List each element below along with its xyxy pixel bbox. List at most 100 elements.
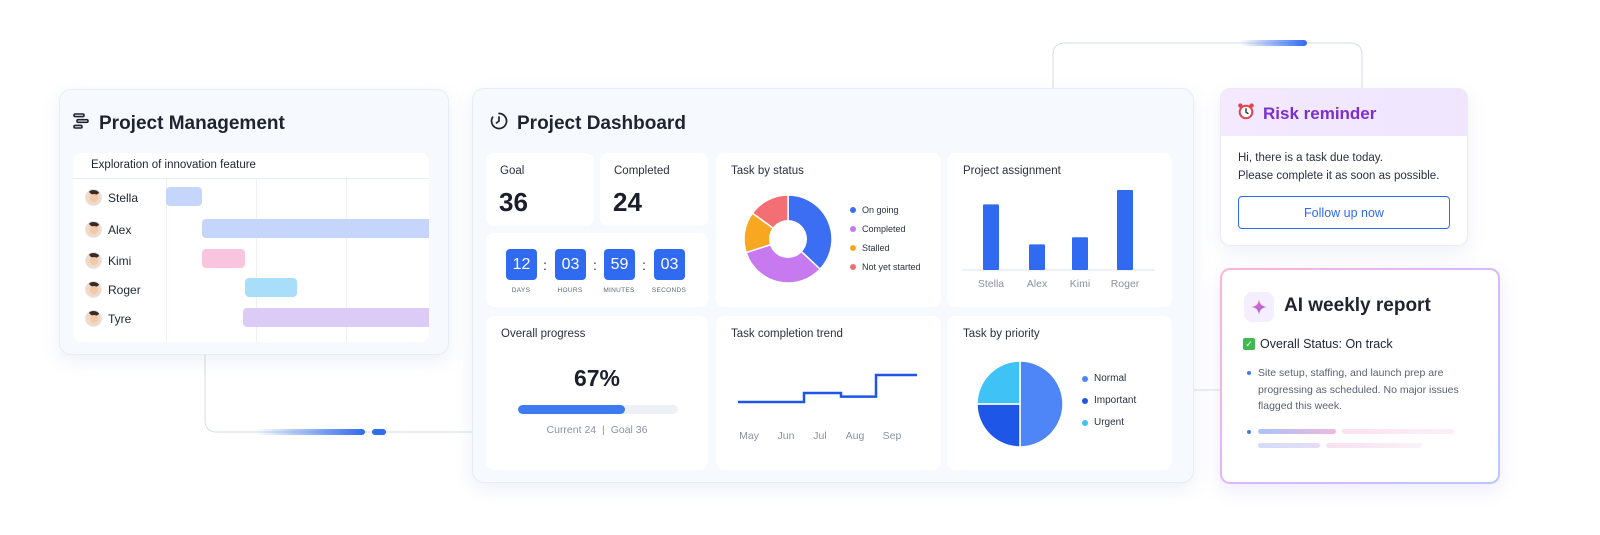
check-box-icon: ✓ <box>1243 338 1255 350</box>
legend-item: Completed <box>850 224 921 234</box>
countdown-separator: : <box>543 257 547 273</box>
gantt-grid-line <box>346 179 347 342</box>
legend-item: Normal <box>1082 373 1136 384</box>
progress-fill <box>518 405 626 414</box>
gantt-panel: Exploration of innovation feature Stella… <box>73 153 429 342</box>
legend-label: Not yet started <box>862 262 921 272</box>
assignee-name: Kimi <box>108 253 132 268</box>
x-tick-label: Kimi <box>1070 278 1090 290</box>
bar-roger <box>1117 190 1133 270</box>
project-assignment-tile: Project assignment Stella Alex Kimi Roger <box>947 153 1172 307</box>
overall-progress-title: Overall progress <box>501 328 586 340</box>
legend-item: Urgent <box>1082 417 1136 428</box>
goal-label: Goal <box>500 165 525 177</box>
legend-swatch <box>850 207 856 213</box>
skeleton-line <box>1326 443 1422 448</box>
gantt-row-alex[interactable]: Alex <box>85 221 131 238</box>
progress-caption: Current 24 | Goal 36 <box>486 424 708 436</box>
legend-swatch <box>850 245 856 251</box>
task-completion-trend-chart: May Jun Jul Aug Sep <box>738 373 917 442</box>
gantt-row-roger[interactable]: Roger <box>85 281 141 298</box>
gantt-row-stella[interactable]: Stella <box>85 189 138 206</box>
gantt-bar-stella[interactable] <box>166 187 202 206</box>
trend-line-series <box>738 373 917 404</box>
countdown-separator: : <box>642 257 646 273</box>
pie-slice-on-going <box>787 194 833 271</box>
project-dashboard-card: Project Dashboard Goal 36 Completed 24 1… <box>472 88 1194 483</box>
legend-swatch <box>1082 419 1088 426</box>
x-tick-label: Roger <box>1111 278 1140 290</box>
task-completion-trend-title: Task completion trend <box>731 328 843 340</box>
follow-up-button[interactable]: Follow up now <box>1238 196 1450 229</box>
legend-item: Important <box>1082 395 1136 406</box>
risk-reminder-line-1: Hi, there is a task due today. <box>1238 152 1383 164</box>
assignee-name: Alex <box>108 222 132 237</box>
risk-reminder-heading: Risk reminder <box>1237 102 1376 125</box>
progress-track <box>518 405 678 414</box>
gantt-bar-kimi[interactable] <box>202 249 245 268</box>
legend-label: Completed <box>862 224 906 234</box>
risk-reminder-title: Risk reminder <box>1263 103 1377 123</box>
risk-reminder-line-2: Please complete it as soon as possible. <box>1238 170 1440 182</box>
pie-slice-normal <box>1019 360 1064 448</box>
countdown-seconds-unit: SECONDS <box>651 287 687 294</box>
legend-swatch <box>850 264 856 270</box>
project-management-card: Project Management Exploration of innova… <box>59 89 449 355</box>
ai-weekly-report-title: AI weekly report <box>1284 295 1431 316</box>
avatar <box>85 252 102 269</box>
task-by-status-chart <box>743 194 833 284</box>
countdown-minutes-value: 59 <box>604 249 635 280</box>
legend-label: Urgent <box>1094 417 1125 428</box>
risk-reminder-card: Risk reminder Hi, there is a task due to… <box>1220 88 1468 246</box>
x-tick-label: May <box>739 430 760 442</box>
progress-goal: Goal 36 <box>610 424 648 436</box>
legend-swatch <box>850 226 856 232</box>
bullet-dot <box>1247 430 1251 434</box>
task-by-priority-chart <box>976 360 1064 448</box>
legend-item: Not yet started <box>850 262 921 272</box>
gantt-icon <box>73 112 91 136</box>
project-dashboard-title: Project Dashboard <box>517 113 686 134</box>
legend-swatch <box>1082 375 1088 382</box>
gantt-grid-line <box>256 179 257 342</box>
task-by-priority-title: Task by priority <box>963 328 1040 340</box>
completed-label: Completed <box>614 165 670 177</box>
pie-slice-completed <box>745 238 822 284</box>
project-management-title: Project Management <box>99 113 285 134</box>
ai-status-text: Overall Status: On track <box>1260 337 1393 351</box>
progress-separator: | <box>602 424 605 436</box>
gantt-bar-alex[interactable] <box>202 219 429 238</box>
legend-item: Stalled <box>850 243 921 253</box>
countdown-hours-value: 03 <box>555 249 586 280</box>
completed-tile: Completed 24 <box>600 153 708 226</box>
bullet-dot <box>1247 371 1251 375</box>
ai-report-body: Site setup, staffing, and launch prep ar… <box>1258 367 1459 412</box>
skeleton-line <box>1342 429 1454 434</box>
countdown-minutes-unit: MINUTES <box>603 287 635 294</box>
overall-progress-tile: Overall progress 67% Current 24 | Goal 3… <box>486 316 708 470</box>
pie-slice-important <box>976 403 1021 448</box>
completed-value: 24 <box>613 187 642 217</box>
goal-tile: Goal 36 <box>486 153 594 226</box>
legend-item: On going <box>850 205 921 215</box>
countdown-hours-unit: HOURS <box>557 287 583 294</box>
task-by-status-tile: Task by status On going Completed Stalle… <box>716 153 941 307</box>
risk-reminder-header <box>1221 89 1467 136</box>
legend-label: Stalled <box>862 243 890 253</box>
gantt-bar-roger[interactable] <box>245 278 297 297</box>
pie-slice-urgent <box>976 360 1021 405</box>
gantt-row-tyre[interactable]: Tyre <box>85 310 131 327</box>
avatar <box>85 310 102 327</box>
project-assignment-title: Project assignment <box>963 165 1061 177</box>
gantt-row-kimi[interactable]: Kimi <box>85 252 131 269</box>
gantt-bar-tyre[interactable] <box>243 308 429 327</box>
countdown-days-value: 12 <box>506 249 537 280</box>
legend-label: Important <box>1094 395 1137 406</box>
x-tick-label: Alex <box>1027 278 1048 290</box>
project-assignment-chart: Stella Alex Kimi Roger <box>962 190 1155 290</box>
countdown-days-unit: DAYS <box>511 287 531 294</box>
legend-label: Normal <box>1094 373 1127 384</box>
legend-label: On going <box>862 205 899 215</box>
assignee-name: Stella <box>108 190 139 205</box>
